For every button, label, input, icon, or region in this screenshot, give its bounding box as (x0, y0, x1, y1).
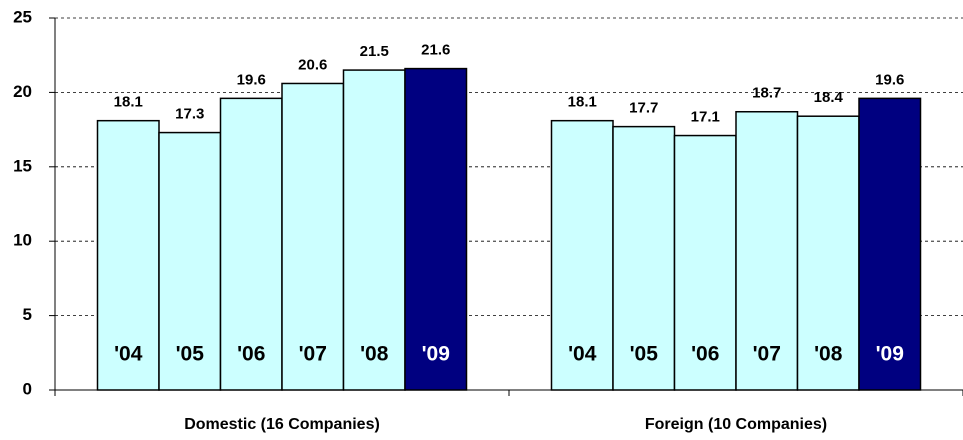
bar (550, 119, 614, 391)
bar (612, 125, 676, 391)
bar-year-label: '05 (176, 343, 205, 366)
y-tick-label: 25 (13, 7, 32, 26)
value-label: 17.7 (629, 100, 658, 117)
y-tick-label: 15 (13, 156, 32, 175)
y-tick-label: 0 (23, 379, 32, 398)
bar-year-label: '04 (568, 343, 597, 366)
value-label: 18.1 (568, 94, 597, 111)
value-label: 21.5 (360, 43, 389, 60)
bar-year-label: '04 (114, 343, 143, 366)
bar-year-label: '08 (360, 343, 389, 366)
bar (342, 69, 406, 391)
bar (281, 82, 345, 391)
value-label: 19.6 (875, 71, 904, 88)
value-label: 21.6 (421, 42, 450, 59)
bar-year-label: '06 (691, 343, 719, 366)
bar-year-label: '09 (876, 343, 904, 366)
bar-year-label: '07 (299, 343, 327, 366)
bar-year-label: '06 (237, 343, 265, 366)
bar (219, 97, 283, 391)
bar (404, 67, 468, 391)
bar-year-label: '09 (422, 343, 450, 366)
value-label: 18.7 (752, 85, 781, 102)
bar (735, 110, 799, 391)
bar (858, 97, 922, 391)
bar-year-label: '08 (814, 343, 843, 366)
value-label: 17.1 (691, 109, 720, 126)
x-tick-label: Foreign (10 Companies) (645, 416, 827, 433)
bar (158, 131, 222, 391)
y-tick-label: 10 (13, 231, 32, 250)
x-tick-label: Domestic (16 Companies) (184, 416, 380, 433)
bar (96, 119, 160, 391)
bar-year-label: '07 (753, 343, 781, 366)
bar (673, 134, 737, 391)
value-label: 18.1 (114, 94, 143, 111)
value-label: 17.3 (175, 106, 204, 123)
bar-year-label: '05 (630, 343, 659, 366)
value-label: 19.6 (237, 71, 266, 88)
y-tick-label: 5 (23, 305, 32, 324)
value-label: 20.6 (298, 56, 327, 73)
value-label: 18.4 (814, 89, 844, 106)
y-tick-label: 20 (13, 82, 32, 101)
